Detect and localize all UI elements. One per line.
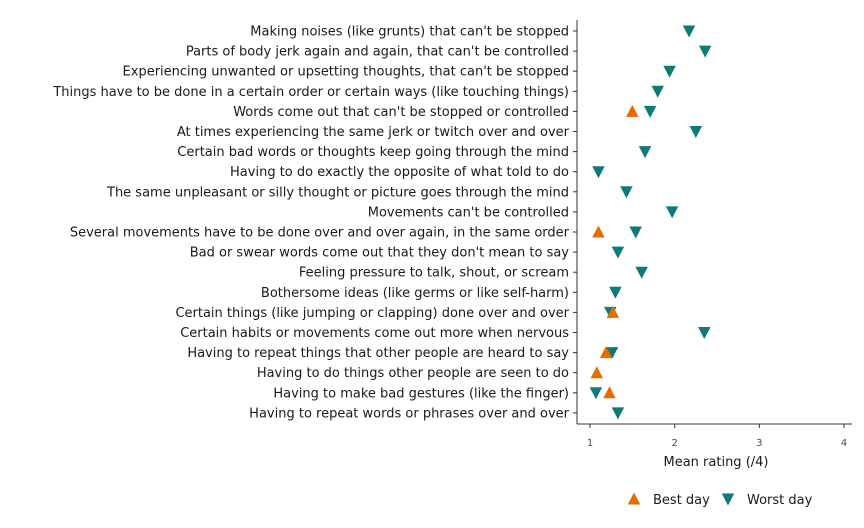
category-label: Making noises (like grunts) that can't b… xyxy=(250,25,569,40)
worst-day-point xyxy=(651,85,664,98)
category-label: At times experiencing the same jerk or t… xyxy=(177,125,570,140)
category-label: Having to make bad gestures (like the fi… xyxy=(273,386,569,401)
worst-day-point xyxy=(698,327,711,339)
worst-day-point xyxy=(611,246,625,259)
worst-day-point xyxy=(635,266,648,279)
worst-day-point xyxy=(698,45,712,58)
worst-day-point xyxy=(665,206,679,219)
category-label: Having to repeat words or phrases over a… xyxy=(249,406,569,421)
best-day-point xyxy=(592,225,605,238)
category-label: Experiencing unwanted or upsetting thoug… xyxy=(123,65,569,80)
worst-day-point xyxy=(682,25,696,38)
category-label: Parts of body jerk again and again, that… xyxy=(186,45,569,60)
category-label: Movements can't be controlled xyxy=(368,205,569,220)
category-label: Bothersome ideas (like germs or like sel… xyxy=(261,286,569,301)
legend-worst-day-marker xyxy=(721,493,735,506)
worst-day-point xyxy=(689,126,703,138)
worst-day-point xyxy=(663,65,676,78)
worst-day-point xyxy=(605,347,619,360)
best-day-point xyxy=(590,366,604,379)
x-tick-label: 3 xyxy=(756,438,762,449)
worst-day-point xyxy=(589,387,603,400)
worst-day-point xyxy=(609,286,622,299)
category-label: Certain bad words or thoughts keep going… xyxy=(177,145,569,160)
category-labels: Making noises (like grunts) that can't b… xyxy=(52,25,569,422)
category-label: Feeling pressure to talk, shout, or scre… xyxy=(299,266,569,281)
x-tick-label: 1 xyxy=(587,438,593,449)
x-tick-label: 2 xyxy=(671,438,677,449)
category-label: Certain habits or movements come out mor… xyxy=(180,326,569,341)
worst-day-point xyxy=(592,166,605,179)
legend-label: Best day xyxy=(653,493,710,508)
worst-day-point xyxy=(638,146,652,159)
category-label: Several movements have to be done over a… xyxy=(70,226,570,241)
worst-day-point xyxy=(629,226,642,239)
x-axis-title: Mean rating (/4) xyxy=(664,455,769,470)
legend-label: Worst day xyxy=(747,493,813,508)
worst-day-point xyxy=(643,105,657,118)
data-markers xyxy=(589,25,712,420)
worst-day-point xyxy=(611,407,625,420)
category-label: Having to repeat things that other peopl… xyxy=(187,346,569,361)
worst-day-point xyxy=(620,186,633,199)
legend: Best day Worst day xyxy=(627,492,813,508)
category-label: Words come out that can't be stopped or … xyxy=(233,105,569,120)
category-label: Certain things (like jumping or clapping… xyxy=(175,306,569,321)
best-day-point xyxy=(606,305,620,318)
legend-best-day-marker xyxy=(627,492,641,505)
y-axis-ticks xyxy=(573,30,577,414)
x-axis-ticks: 1 2 3 4 xyxy=(587,424,847,449)
category-label: Bad or swear words come out that they do… xyxy=(190,246,570,261)
category-label: The same unpleasant or silly thought or … xyxy=(106,185,569,200)
category-label: Things have to be done in a certain orde… xyxy=(52,85,569,100)
best-day-point xyxy=(599,346,613,359)
category-label: Having to do exactly the opposite of wha… xyxy=(230,165,569,180)
best-day-point xyxy=(626,104,639,117)
x-tick-label: 4 xyxy=(841,438,847,449)
best-day-point xyxy=(603,386,616,399)
category-label: Having to do things other people are see… xyxy=(257,366,569,381)
